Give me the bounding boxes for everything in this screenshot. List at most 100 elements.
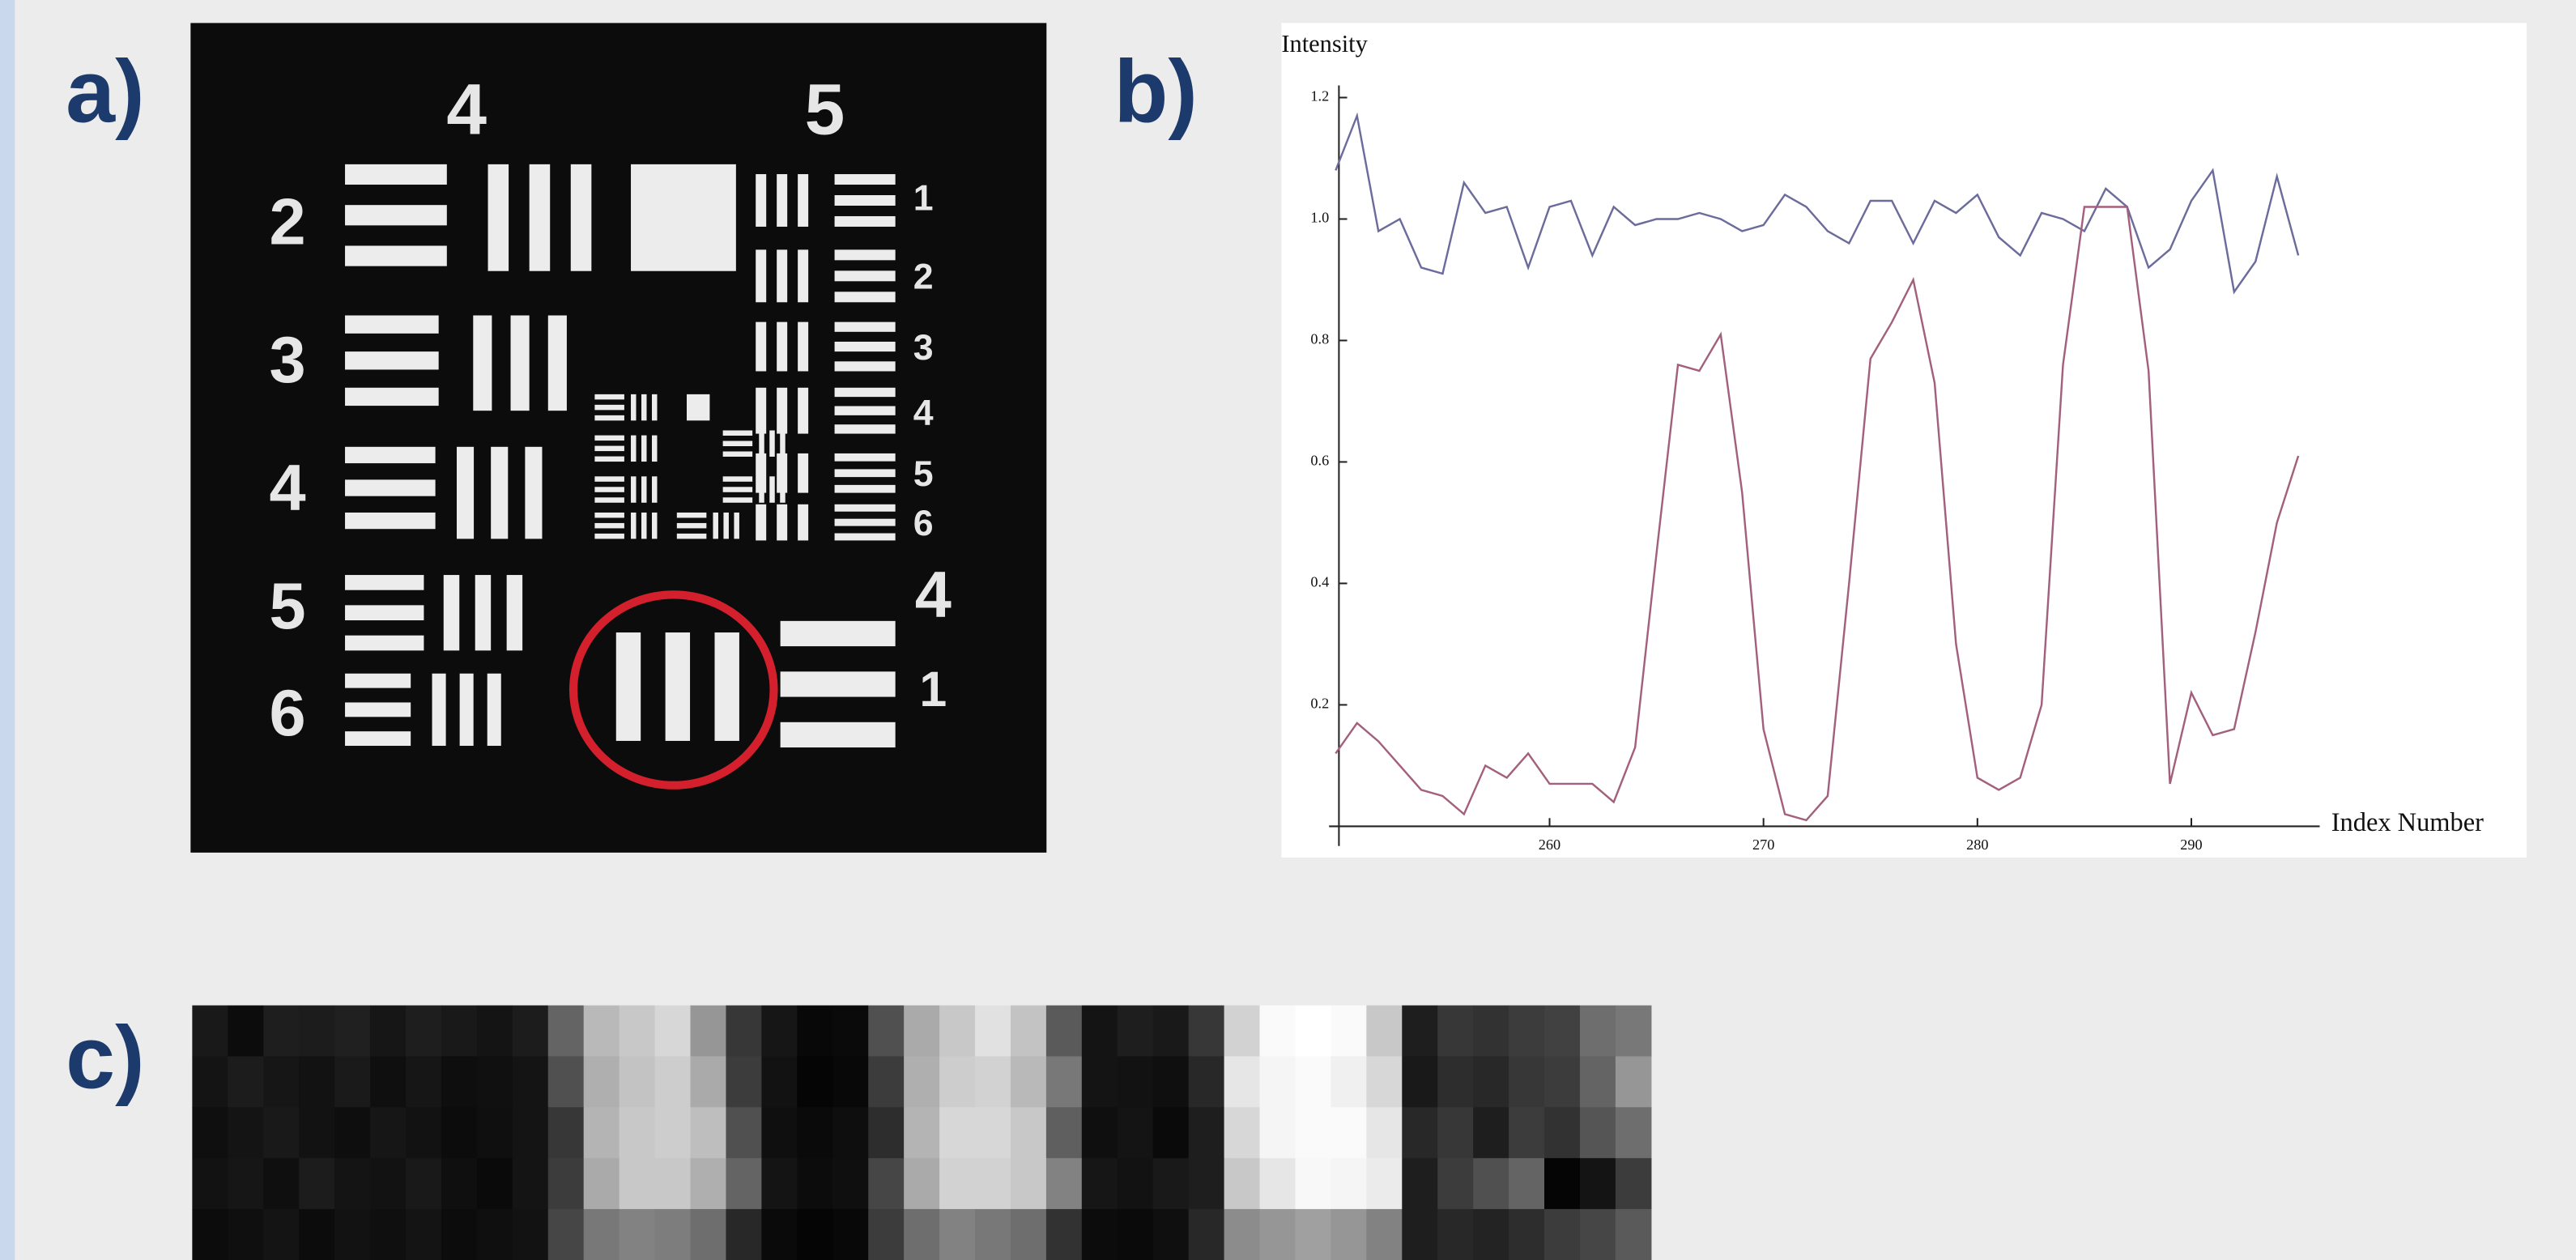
target-label: 5 (913, 454, 934, 494)
target-bar (594, 523, 624, 528)
target-label: 1 (919, 662, 947, 717)
target-bar (345, 702, 411, 717)
target-bar (781, 722, 896, 747)
pixel (228, 1158, 264, 1209)
pixel (1260, 1006, 1297, 1057)
pixel (620, 1056, 656, 1107)
y-tick-label: 0.6 (1310, 453, 1329, 469)
pixel (441, 1006, 478, 1057)
pixel (1153, 1209, 1190, 1260)
pixel (620, 1006, 656, 1057)
pixel (1082, 1056, 1118, 1107)
target-bar (488, 674, 501, 746)
pixel (477, 1056, 513, 1107)
pixel (1224, 1107, 1261, 1158)
target-bar (594, 487, 624, 492)
pixel (263, 1209, 300, 1260)
pixel (1011, 1006, 1047, 1057)
pixel (832, 1056, 869, 1107)
y-axis-label: Intensity (1281, 30, 1368, 57)
pixel (441, 1209, 478, 1260)
pixel (691, 1056, 727, 1107)
target-bar (723, 451, 753, 456)
target-bar (835, 322, 896, 332)
pixel (1473, 1209, 1509, 1260)
target-bar (457, 447, 474, 539)
pixel (1189, 1209, 1225, 1260)
pixel (513, 1107, 549, 1158)
pixel (228, 1107, 264, 1158)
target-bar (594, 415, 624, 420)
target-bar (594, 513, 624, 517)
pixel (832, 1107, 869, 1158)
pixel (1011, 1158, 1047, 1209)
pixel (192, 1056, 228, 1107)
pixel (263, 1006, 300, 1057)
pixel (263, 1158, 300, 1209)
target-bar (798, 453, 808, 493)
target-bar (677, 513, 707, 517)
target-bar (777, 388, 787, 434)
pixel (1437, 1209, 1474, 1260)
target-bar (723, 487, 753, 492)
target-bar (835, 195, 896, 206)
pixel (1011, 1056, 1047, 1107)
target-label: 4 (913, 394, 934, 433)
target-bar (345, 731, 411, 746)
pixel (904, 1107, 940, 1158)
pixel (1366, 1056, 1403, 1107)
pixel (797, 1209, 833, 1260)
pixel (1331, 1158, 1367, 1209)
target-bar (759, 431, 764, 457)
pixel (1544, 1006, 1581, 1057)
pixel (1224, 1158, 1261, 1209)
pixel (513, 1056, 549, 1107)
pixel (1295, 1158, 1331, 1209)
target-bar (548, 316, 567, 411)
target-bar (652, 476, 657, 502)
pixel (1295, 1006, 1331, 1057)
target-bar (345, 388, 439, 406)
pixel (334, 1056, 371, 1107)
target-bar (756, 322, 766, 372)
pixel (1616, 1158, 1652, 1209)
pixel (584, 1209, 620, 1260)
target-bar (345, 636, 424, 651)
pixel (1437, 1107, 1474, 1158)
target-label: 3 (913, 328, 934, 368)
pixel (1580, 1158, 1616, 1209)
pixel (1580, 1056, 1616, 1107)
target-label: 5 (269, 570, 305, 643)
pixel (334, 1107, 371, 1158)
pixel (868, 1209, 905, 1260)
target-bar (460, 674, 474, 746)
target-bar (777, 322, 787, 372)
target-bar (780, 476, 785, 502)
pixel (370, 1107, 407, 1158)
target-bar (345, 674, 411, 688)
pixel (192, 1209, 228, 1260)
x-tick-label: 280 (1966, 836, 1988, 853)
target-label: 6 (913, 504, 934, 543)
target-bar (723, 431, 753, 436)
target-bar (835, 216, 896, 227)
target-bar (345, 605, 424, 620)
pixel-image (192, 1006, 1651, 1260)
pixel (1260, 1107, 1297, 1158)
target-bar (835, 174, 896, 185)
target-bar (835, 453, 896, 462)
target-bar (798, 249, 808, 302)
target-bar (835, 534, 896, 541)
target-bar (835, 406, 896, 415)
target-bar (488, 164, 509, 271)
pixel (655, 1107, 692, 1158)
target-bar (777, 174, 787, 227)
pixel (939, 1006, 976, 1057)
target-label: 4 (446, 69, 487, 150)
pixel (1544, 1209, 1581, 1260)
target-bar (594, 534, 624, 538)
pixel (513, 1006, 549, 1057)
target-bar (631, 394, 636, 420)
pixel (620, 1209, 656, 1260)
pixel (832, 1006, 869, 1057)
